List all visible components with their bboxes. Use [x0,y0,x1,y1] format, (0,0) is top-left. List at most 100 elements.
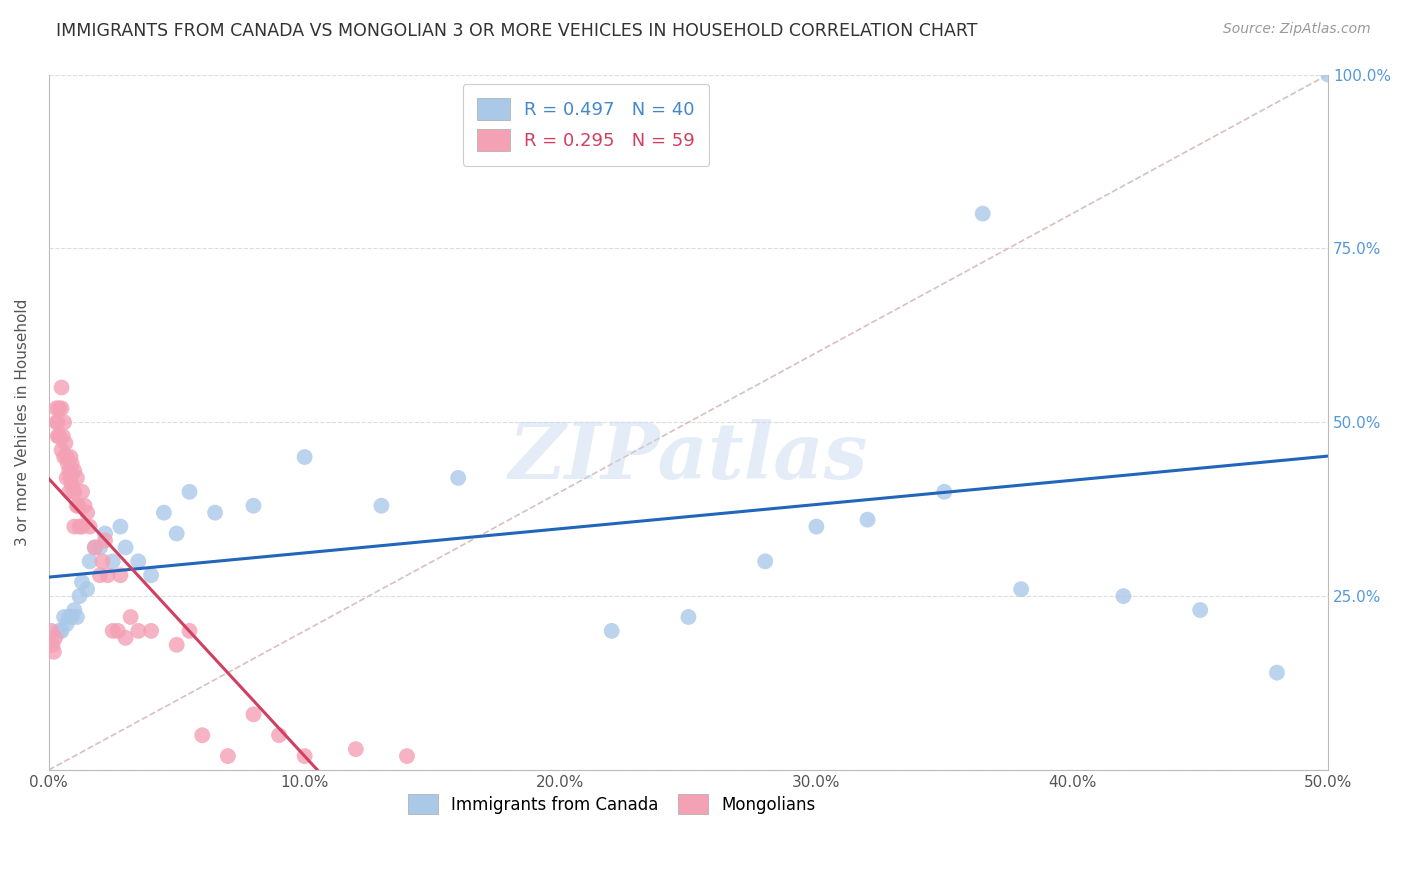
Point [1317,68,1340,82]
Point [56,457,79,471]
Point [39,624,62,638]
Point [294,749,316,764]
Point [600,624,623,638]
Point [46,429,69,443]
Point [51,380,73,394]
Point [79,554,101,568]
Point [66,471,89,485]
Point [1112,589,1135,603]
Point [63,603,86,617]
Point [48,401,70,416]
Point [67,499,90,513]
Point [110,568,132,582]
Point [89,541,111,555]
Point [41,638,63,652]
Point [60,478,83,492]
Point [52,429,75,443]
Point [153,506,176,520]
Point [754,554,776,568]
Point [69,589,91,603]
Point [79,519,101,533]
Point [107,624,129,638]
Point [51,624,73,638]
Point [179,624,201,638]
Point [60,457,83,471]
Point [48,624,70,638]
Point [91,554,114,568]
Point [42,645,65,659]
Point [55,436,77,450]
Text: IMMIGRANTS FROM CANADA VS MONGOLIAN 3 OR MORE VEHICLES IN HOUSEHOLD CORRELATION : IMMIGRANTS FROM CANADA VS MONGOLIAN 3 OR… [56,22,977,40]
Point [94,533,117,548]
Point [53,450,76,464]
Point [1010,582,1032,597]
Point [101,554,124,568]
Point [55,471,77,485]
Point [63,464,86,478]
Point [45,415,67,429]
Point [204,506,226,520]
Point [344,742,367,756]
Point [66,499,89,513]
Point [370,499,392,513]
Point [53,415,76,429]
Point [70,519,93,533]
Point [48,429,70,443]
Point [972,206,994,220]
Point [69,519,91,533]
Point [53,610,76,624]
Point [101,624,124,638]
Point [110,519,132,533]
Text: ZIPatlas: ZIPatlas [509,418,868,495]
Point [83,541,105,555]
Point [114,631,136,645]
Point [294,450,316,464]
Point [66,610,89,624]
Point [120,610,142,624]
Point [44,631,66,645]
Point [217,749,239,764]
Point [55,450,77,464]
Point [76,506,98,520]
Point [59,450,82,464]
Point [45,401,67,416]
Point [1189,603,1212,617]
Point [51,443,73,458]
Point [139,624,162,638]
Point [934,484,956,499]
Point [139,568,162,582]
Point [395,749,418,764]
Point [63,519,86,533]
Point [179,484,201,499]
Point [73,499,96,513]
Point [447,471,470,485]
Point [51,401,73,416]
Point [806,519,828,533]
Point [166,526,188,541]
Point [127,554,149,568]
Point [89,568,111,582]
Point [58,464,80,478]
Point [70,484,93,499]
Point [70,575,93,590]
Point [76,582,98,597]
Point [59,471,82,485]
Point [1265,665,1288,680]
Point [114,541,136,555]
Point [127,624,149,638]
Point [94,526,117,541]
Point [97,568,120,582]
Y-axis label: 3 or more Vehicles in Household: 3 or more Vehicles in Household [15,299,30,546]
Point [60,610,83,624]
Point [58,610,80,624]
Point [55,616,77,631]
Text: Source: ZipAtlas.com: Source: ZipAtlas.com [1223,22,1371,37]
Point [83,541,105,555]
Point [267,728,290,742]
Legend: Immigrants from Canada, Mongolians: Immigrants from Canada, Mongolians [398,784,825,824]
Point [58,484,80,499]
Point [46,415,69,429]
Point [63,484,86,499]
Point [166,638,188,652]
Point [242,499,264,513]
